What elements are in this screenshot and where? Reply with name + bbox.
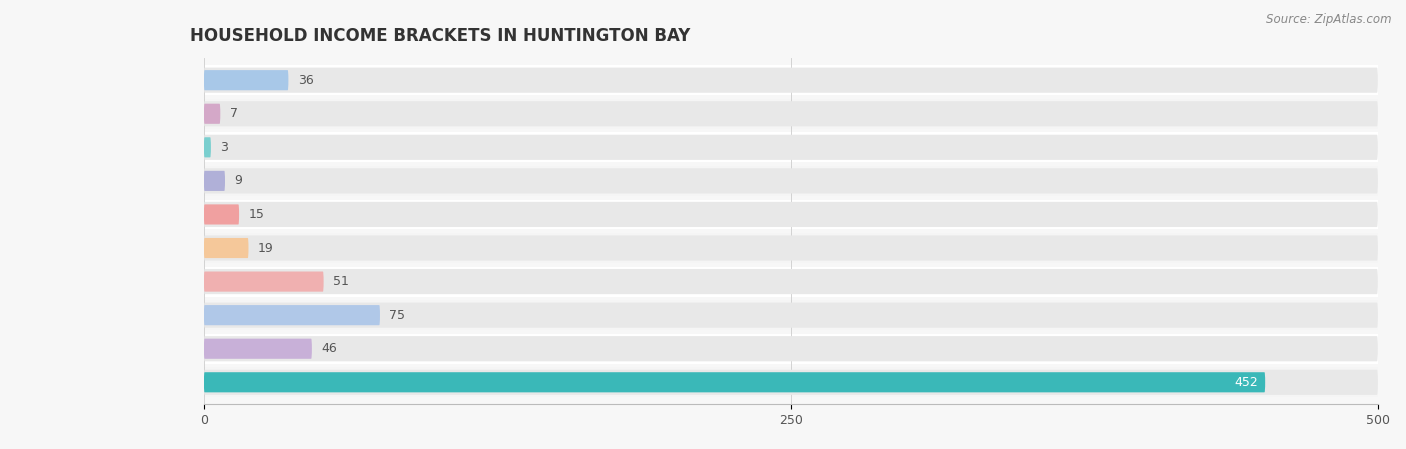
Text: 9: 9 [235, 174, 242, 187]
FancyBboxPatch shape [204, 65, 1378, 95]
Text: 75: 75 [389, 308, 405, 321]
FancyBboxPatch shape [204, 272, 323, 292]
FancyBboxPatch shape [204, 171, 225, 191]
FancyBboxPatch shape [204, 238, 249, 258]
FancyBboxPatch shape [204, 367, 1378, 397]
Text: Source: ZipAtlas.com: Source: ZipAtlas.com [1267, 13, 1392, 26]
FancyBboxPatch shape [204, 269, 1378, 294]
Text: HOUSEHOLD INCOME BRACKETS IN HUNTINGTON BAY: HOUSEHOLD INCOME BRACKETS IN HUNTINGTON … [190, 27, 690, 45]
FancyBboxPatch shape [204, 132, 1378, 162]
FancyBboxPatch shape [204, 137, 211, 158]
FancyBboxPatch shape [204, 104, 221, 124]
Text: 3: 3 [221, 141, 228, 154]
FancyBboxPatch shape [204, 303, 1378, 328]
FancyBboxPatch shape [204, 70, 288, 90]
FancyBboxPatch shape [204, 339, 312, 359]
Text: 46: 46 [321, 342, 337, 355]
Text: 51: 51 [333, 275, 349, 288]
FancyBboxPatch shape [204, 336, 1378, 361]
FancyBboxPatch shape [204, 202, 1378, 227]
Text: 452: 452 [1234, 376, 1258, 389]
Text: 15: 15 [249, 208, 264, 221]
FancyBboxPatch shape [204, 135, 1378, 160]
FancyBboxPatch shape [204, 267, 1378, 296]
Text: 19: 19 [257, 242, 274, 255]
FancyBboxPatch shape [204, 199, 1378, 229]
FancyBboxPatch shape [204, 101, 1378, 126]
FancyBboxPatch shape [204, 68, 1378, 93]
FancyBboxPatch shape [204, 166, 1378, 196]
FancyBboxPatch shape [204, 305, 380, 325]
FancyBboxPatch shape [204, 235, 1378, 260]
FancyBboxPatch shape [204, 99, 1378, 129]
Text: 7: 7 [229, 107, 238, 120]
FancyBboxPatch shape [204, 334, 1378, 364]
FancyBboxPatch shape [204, 168, 1378, 194]
FancyBboxPatch shape [204, 300, 1378, 330]
FancyBboxPatch shape [204, 233, 1378, 263]
Text: 36: 36 [298, 74, 314, 87]
FancyBboxPatch shape [204, 204, 239, 224]
FancyBboxPatch shape [204, 372, 1265, 392]
FancyBboxPatch shape [204, 370, 1378, 395]
